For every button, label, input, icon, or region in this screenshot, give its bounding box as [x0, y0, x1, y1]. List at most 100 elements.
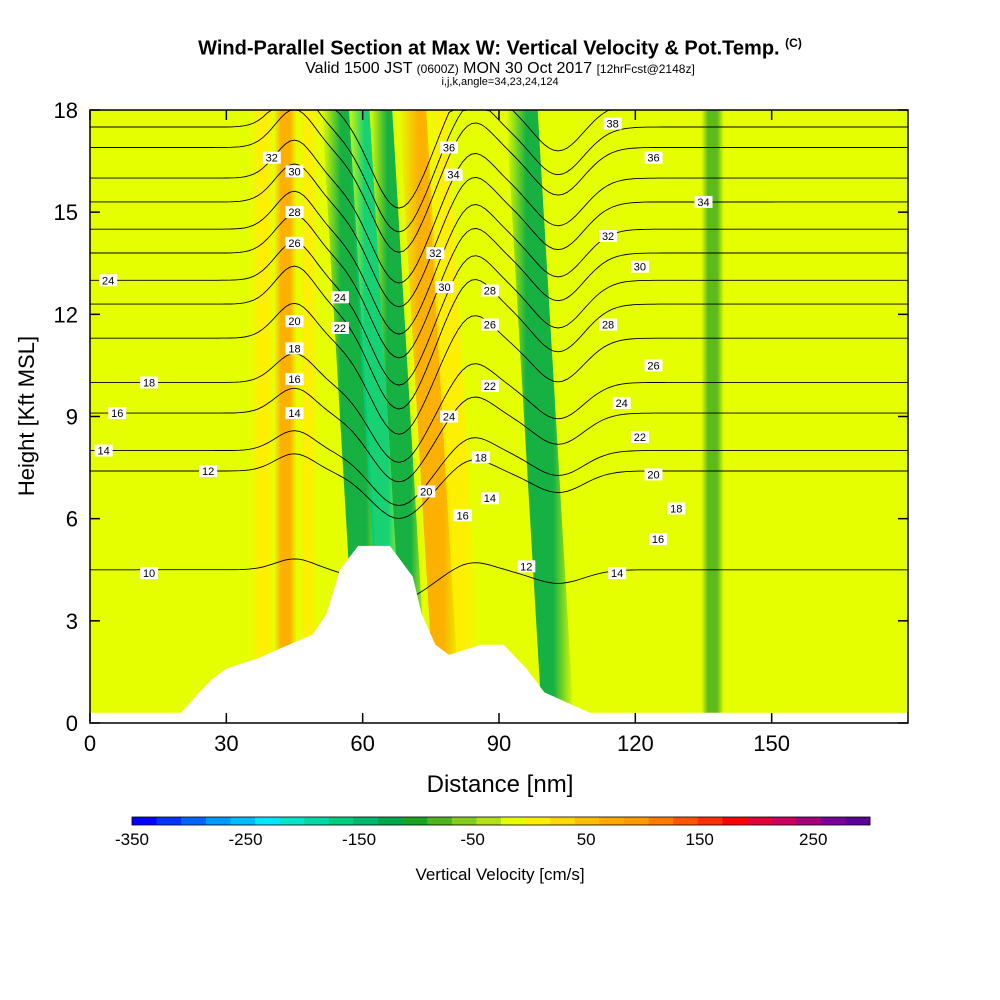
theta-contour-line: [90, 353, 908, 463]
y-axis-label: Height [Kft MSL]: [14, 336, 39, 496]
theta-label-box: [285, 342, 304, 355]
theta-label: 32: [429, 248, 441, 260]
colorbar-label: Vertical Velocity [cm/s]: [415, 865, 584, 884]
colorbar-swatch: [476, 817, 502, 825]
theta-label-box: [612, 396, 631, 409]
forecast-tag: [12hrFcst@2148z]: [596, 62, 695, 76]
theta-label-box: [471, 451, 490, 464]
colorbar-swatch: [304, 817, 330, 825]
theta-label: 36: [443, 142, 455, 154]
theta-contour-labels: 10 12 12 14 14 14 14 16 16 16 16 18 18 18 18 20 20 20 22 22…: [94, 117, 713, 580]
theta-label: 32: [602, 231, 614, 243]
theta-contour-line: [90, 387, 908, 483]
theta-label-box: [480, 318, 499, 331]
colorbar-swatch: [574, 817, 600, 825]
chart-title-tag: (C): [785, 36, 802, 50]
y-tick-label: 15: [54, 200, 78, 225]
y-tick-label: 18: [54, 98, 78, 123]
x-tick-label: 60: [350, 731, 374, 756]
theta-label: 28: [602, 320, 614, 332]
y-tick-label: 12: [54, 302, 78, 327]
theta-contour-line: [90, 190, 908, 335]
valid-utc: (0600Z): [416, 62, 459, 76]
colorbar: Vertical Velocity [cm/s] -350 -250 -150 -50…: [115, 816, 871, 884]
theta-label-box: [285, 165, 304, 178]
theta-label: 36: [647, 153, 659, 165]
y-tick-label: 6: [66, 507, 78, 532]
theta-label-box: [599, 318, 618, 331]
theta-label: 24: [334, 292, 346, 304]
theta-contour-line: [90, 453, 908, 519]
theta-contour-line: [90, 265, 908, 410]
colorbar-swatch: [771, 817, 797, 825]
theta-label: 14: [98, 446, 110, 458]
colorbar-swatch: [328, 817, 354, 825]
theta-label: 24: [616, 398, 628, 410]
colorbar-swatch: [132, 817, 157, 825]
theta-label: 20: [647, 469, 659, 481]
theta-label: 26: [484, 320, 496, 332]
theta-label: 20: [288, 316, 300, 328]
theta-label-box: [285, 407, 304, 420]
theta-label-box: [330, 321, 349, 334]
plot-background-fill: [90, 110, 908, 723]
velocity-band: [299, 110, 318, 723]
colorbar-swatch: [181, 817, 207, 825]
colorbar-swatch: [501, 817, 526, 825]
y-tick-label: 3: [66, 609, 78, 634]
theta-label: 24: [443, 412, 455, 424]
theta-label: 18: [670, 503, 682, 515]
theta-label: 22: [634, 432, 646, 444]
colorbar-swatch: [255, 817, 280, 825]
theta-label-box: [644, 151, 663, 164]
colorbar-tick-label: -250: [229, 830, 263, 849]
velocity-band: [505, 110, 574, 723]
colorbar-tick-label: 250: [799, 830, 827, 849]
theta-contour-line: [90, 241, 908, 386]
valid-time: Valid 1500 JST: [305, 60, 413, 77]
theta-label-box: [667, 502, 686, 515]
theta-label: 16: [652, 534, 664, 546]
chart-title: Wind-Parallel Section at Max W: Vertical…: [0, 36, 1000, 61]
theta-label: 28: [484, 285, 496, 297]
y-tick-label: 0: [66, 711, 78, 736]
axes: Distance [nm] Height [Kft MSL] 0 30 60 90 12…: [14, 98, 908, 798]
theta-label-box: [330, 291, 349, 304]
colorbar-swatch: [451, 817, 477, 825]
theta-label-box: [99, 274, 118, 287]
colorbar-swatch: [624, 817, 649, 825]
theta-contour-line: [90, 214, 908, 359]
theta-label-box: [140, 376, 159, 389]
theta-label-box: [517, 560, 536, 573]
theta-label: 18: [143, 377, 155, 389]
colorbar-tick-label: -150: [342, 830, 376, 849]
theta-label: 26: [288, 238, 300, 250]
theta-label: 30: [288, 166, 300, 178]
theta-label: 30: [438, 282, 450, 294]
theta-label: 14: [611, 568, 623, 580]
colorbar-tick-label: -350: [115, 830, 149, 849]
theta-label-box: [440, 410, 459, 423]
theta-contour-line: [90, 558, 908, 601]
theta-label-box: [608, 567, 627, 580]
theta-label: 30: [634, 262, 646, 274]
velocity-band: [617, 110, 636, 723]
x-tick-label: 0: [84, 731, 96, 756]
colorbar-tick-label: -50: [460, 830, 485, 849]
colorbar-swatch: [673, 817, 699, 825]
theta-contour-line: [90, 430, 908, 506]
theta-label: 10: [143, 568, 155, 580]
theta-label-box: [630, 260, 649, 273]
theta-label: 22: [334, 323, 346, 335]
terrain-fill: [90, 545, 908, 723]
theta-label: 28: [288, 207, 300, 219]
colorbar-swatch: [205, 817, 231, 825]
theta-label: 16: [457, 510, 469, 522]
theta-label-box: [285, 373, 304, 386]
theta-label: 14: [484, 493, 496, 505]
velocity-band: [399, 110, 463, 723]
theta-contour-line: [90, 109, 908, 253]
theta-label: 34: [447, 170, 459, 182]
theta-label: 24: [102, 275, 114, 287]
